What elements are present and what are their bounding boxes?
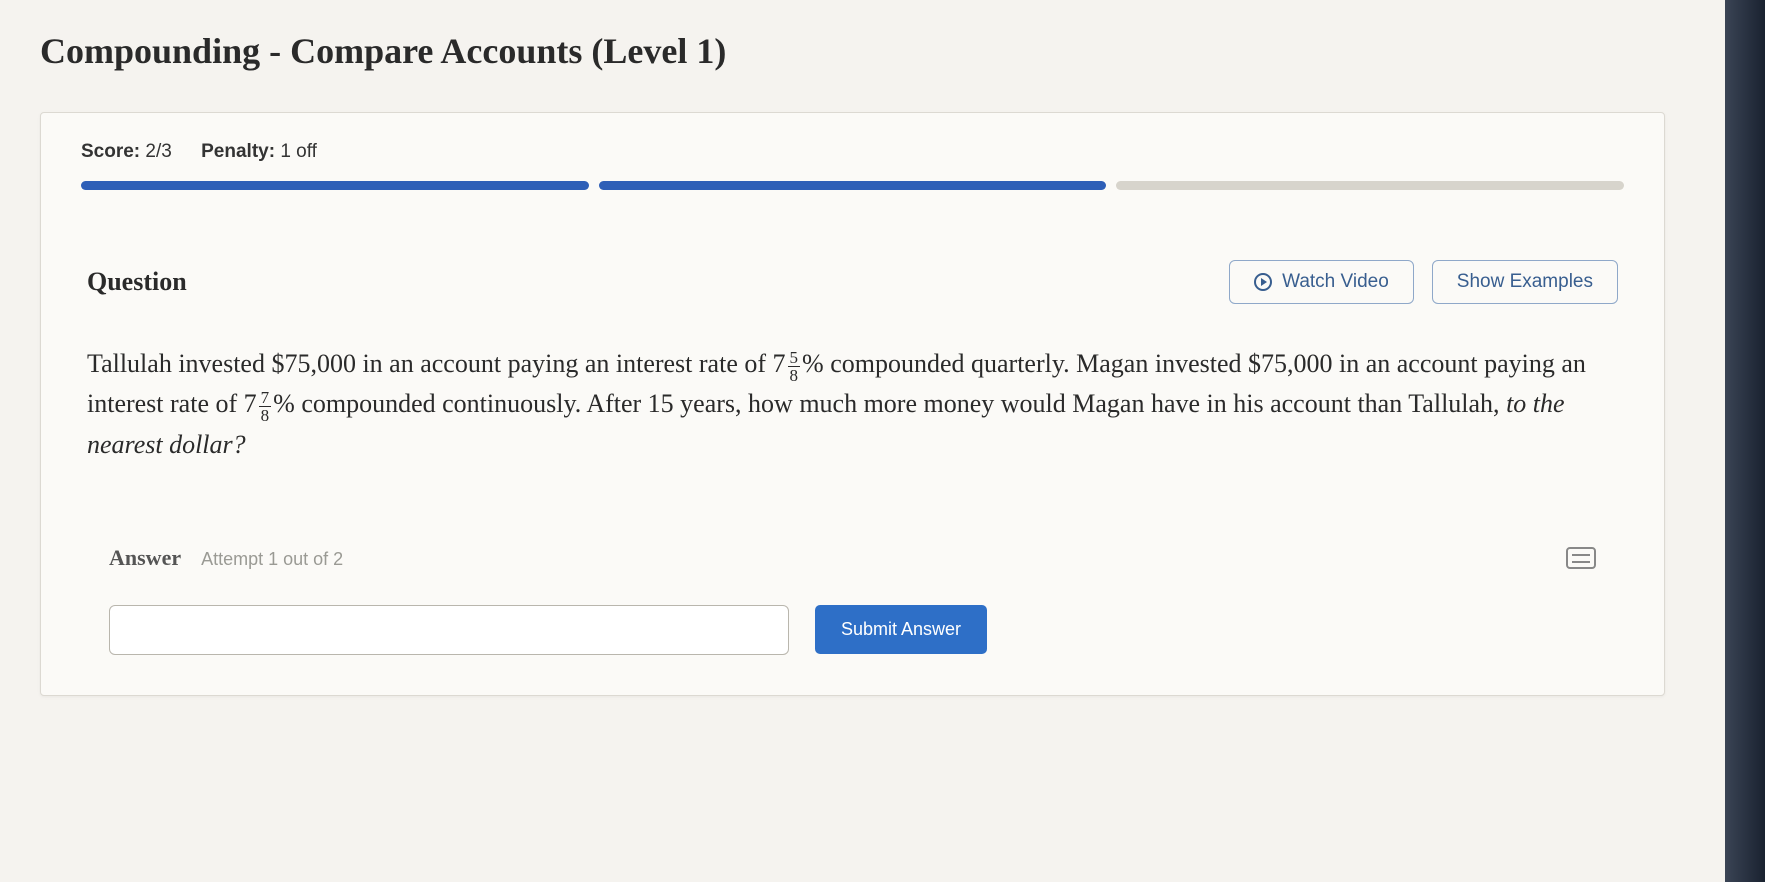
frac2-den: 8 [259, 407, 272, 424]
fraction-2: 78 [259, 389, 272, 424]
question-card: Score: 2/3 Penalty: 1 off Question Watch… [40, 112, 1665, 696]
play-icon [1254, 273, 1272, 291]
submit-answer-button[interactable]: Submit Answer [815, 605, 987, 654]
score-value: 2/3 [145, 141, 171, 162]
meta-row: Score: 2/3 Penalty: 1 off [81, 141, 1624, 163]
progress-seg-1 [81, 181, 589, 190]
frac2-num: 7 [259, 389, 272, 407]
answer-label: Answer [109, 545, 181, 570]
watch-video-button[interactable]: Watch Video [1229, 260, 1414, 304]
progress-seg-3 [1116, 181, 1624, 190]
answer-input[interactable] [109, 605, 789, 655]
answer-header: Answer Attempt 1 out of 2 [109, 545, 1596, 571]
penalty-label: Penalty: [201, 141, 275, 162]
progress-seg-2 [599, 181, 1107, 190]
show-examples-label: Show Examples [1457, 271, 1593, 293]
penalty-value: 1 off [280, 141, 317, 162]
keyboard-icon[interactable] [1566, 547, 1596, 569]
attempt-text: Attempt 1 out of 2 [201, 549, 343, 569]
score-label: Score: [81, 141, 140, 162]
header-buttons: Watch Video Show Examples [1229, 260, 1618, 304]
question-body: Tallulah invested $75,000 in an account … [81, 344, 1624, 465]
progress-bar [81, 181, 1624, 190]
answer-row: Submit Answer [109, 605, 1596, 655]
frac1-num: 5 [788, 349, 801, 367]
question-header: Question Watch Video Show Examples [81, 260, 1624, 304]
answer-section: Answer Attempt 1 out of 2 Submit Answer [81, 545, 1624, 655]
page-title: Compounding - Compare Accounts (Level 1) [40, 30, 1665, 72]
penalty-group: Penalty: 1 off [201, 141, 317, 162]
q-text-1c: % compounded continuously. After 15 year… [273, 389, 1506, 418]
answer-label-group: Answer Attempt 1 out of 2 [109, 545, 343, 571]
watch-video-label: Watch Video [1282, 271, 1389, 293]
page-container: Compounding - Compare Accounts (Level 1)… [0, 0, 1725, 736]
right-edge-decoration [1725, 0, 1765, 882]
question-heading: Question [87, 267, 187, 297]
q-text-1a: Tallulah invested $75,000 in an account … [87, 349, 786, 378]
frac1-den: 8 [788, 367, 801, 384]
fraction-1: 58 [788, 349, 801, 384]
show-examples-button[interactable]: Show Examples [1432, 260, 1618, 304]
